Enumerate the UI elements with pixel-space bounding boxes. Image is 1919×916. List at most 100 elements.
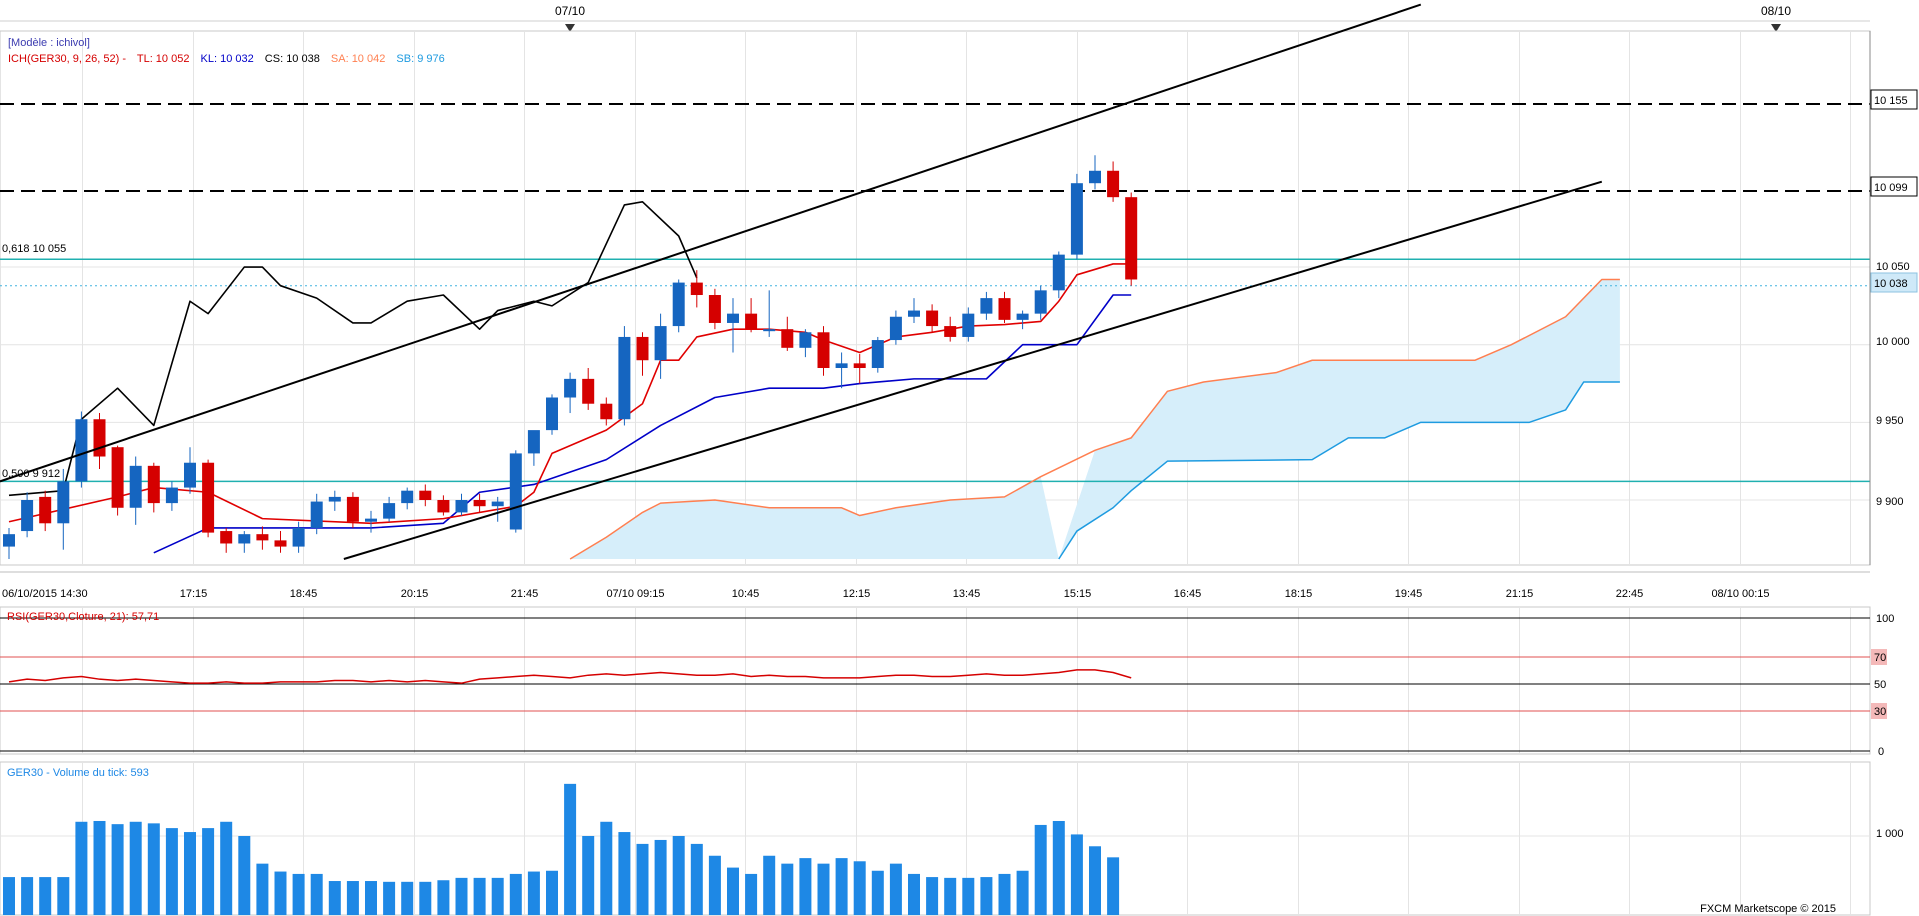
candle-bullish bbox=[799, 332, 812, 348]
volume-bar bbox=[926, 877, 939, 915]
candle-bullish bbox=[672, 282, 685, 327]
candle-bearish bbox=[636, 336, 649, 361]
candle-bearish bbox=[419, 490, 432, 500]
candle-bullish bbox=[238, 534, 251, 544]
senkou-a-line bbox=[569, 278, 1620, 560]
volume-bar bbox=[600, 821, 613, 915]
rsi-line bbox=[8, 669, 1132, 684]
rsi-title: RSI(GER30,Cloture, 21): 57,71 bbox=[7, 611, 159, 623]
volume-title: GER30 - Volume du tick: 593 bbox=[7, 767, 149, 779]
time-axis-label: 17:15 bbox=[180, 588, 208, 600]
top-axis-marker-0710-arrow-icon bbox=[565, 24, 575, 32]
price-tag-r1: 10 155 bbox=[1874, 95, 1908, 107]
volume-bar bbox=[582, 836, 595, 915]
volume-bar bbox=[129, 821, 142, 915]
time-axis-label: 13:45 bbox=[953, 588, 981, 600]
volume-bar bbox=[365, 881, 377, 915]
ichimoku-legend: ICH(GER30, 9, 26, 52) - TL: 10 052 KL: 1… bbox=[8, 53, 445, 65]
model-label: [Modèle : ichivol] bbox=[8, 37, 90, 49]
volume-bar bbox=[473, 877, 486, 915]
volume-bar bbox=[93, 820, 106, 915]
candle-bearish bbox=[274, 540, 287, 547]
candle-bullish bbox=[871, 340, 884, 368]
price-tag-current: 10 038 bbox=[1874, 278, 1908, 290]
candle-bearish bbox=[853, 363, 866, 368]
candle-bearish bbox=[39, 496, 52, 524]
candle-bullish bbox=[57, 481, 70, 524]
candle-bearish bbox=[690, 282, 703, 296]
candle-bullish bbox=[292, 527, 305, 547]
volume-bar bbox=[998, 873, 1011, 915]
volume-bar bbox=[799, 858, 812, 915]
time-axis-label: 15:15 bbox=[1064, 588, 1092, 600]
volume-bar bbox=[1052, 820, 1065, 915]
candle-bullish bbox=[383, 503, 396, 519]
candle-bullish bbox=[962, 313, 975, 337]
top-time-axis: 07/10 08/10 bbox=[0, 4, 1870, 32]
price-panel[interactable] bbox=[0, 3, 1871, 566]
volume-panel[interactable]: GER30 - Volume du tick: 593 1 000 FXCM M… bbox=[0, 761, 1904, 916]
volume-bar bbox=[546, 870, 558, 915]
candle-bullish bbox=[1016, 313, 1029, 320]
volume-bar bbox=[527, 871, 540, 915]
volume-bar bbox=[1016, 870, 1029, 915]
candle-bullish bbox=[491, 501, 504, 507]
ichimoku-prefix: ICH(GER30, 9, 26, 52) - bbox=[8, 53, 126, 65]
legend-kijun: KL: 10 032 bbox=[201, 53, 254, 65]
candle-bearish bbox=[147, 465, 160, 504]
volume-bar bbox=[491, 877, 504, 915]
candle-bullish bbox=[835, 363, 848, 368]
volume-bar bbox=[75, 821, 88, 915]
volume-bar bbox=[165, 828, 178, 915]
volume-bar bbox=[564, 783, 577, 915]
candle-bullish bbox=[727, 313, 739, 323]
price-tag-r1-box bbox=[1870, 89, 1918, 110]
time-axis-label: 08/10 00:15 bbox=[1711, 588, 1769, 600]
volume-bar bbox=[383, 881, 396, 915]
candle-bearish bbox=[926, 310, 939, 327]
price-tag-r2: 10 099 bbox=[1874, 182, 1908, 194]
candle-bearish bbox=[111, 447, 124, 508]
time-axis-label: 16:45 bbox=[1174, 588, 1202, 600]
candle-bearish bbox=[781, 329, 794, 348]
trendlines[interactable] bbox=[0, 3, 1603, 560]
volume-bar bbox=[147, 823, 160, 915]
candle-bearish bbox=[708, 295, 721, 323]
candle-bullish bbox=[1034, 290, 1047, 314]
volume-bar bbox=[238, 836, 251, 915]
ichimoku-cloud bbox=[570, 279, 1620, 560]
price-tick-9950: 9 950 bbox=[1876, 415, 1904, 427]
top-axis-marker-0810-arrow-icon bbox=[1771, 24, 1781, 32]
volume-bar bbox=[781, 863, 794, 915]
indicator-lines bbox=[8, 201, 1620, 560]
cloud-area-lower bbox=[570, 476, 1059, 560]
candlesticks bbox=[3, 155, 1138, 560]
candle-bearish bbox=[1107, 170, 1120, 198]
volume-bar bbox=[944, 877, 957, 915]
rsi-axis-30: 30 bbox=[1874, 706, 1886, 718]
price-axis: 10 050 10 000 9 950 9 900 10 155 10 099 … bbox=[1869, 31, 1918, 565]
candle-bearish bbox=[93, 419, 106, 457]
senkou-b-line bbox=[1058, 381, 1620, 560]
candle-bullish bbox=[908, 310, 920, 317]
volume-bar bbox=[111, 824, 124, 915]
volume-bar bbox=[437, 880, 450, 915]
price-tick-10050: 10 050 bbox=[1876, 261, 1910, 273]
time-axis-label: 12:15 bbox=[843, 588, 871, 600]
volume-bar bbox=[672, 836, 685, 915]
volume-bar bbox=[220, 821, 233, 915]
cloud-area-upper bbox=[1058, 279, 1620, 560]
rsi-axis-50: 50 bbox=[1874, 679, 1886, 691]
candle-bullish bbox=[618, 336, 631, 420]
time-axis-label: 18:15 bbox=[1285, 588, 1313, 600]
candle-bullish bbox=[1089, 170, 1101, 184]
candle-bearish bbox=[202, 462, 215, 533]
candle-bullish bbox=[654, 326, 667, 361]
rsi-panel[interactable]: RSI(GER30,Cloture, 21): 57,71 100 70 50 … bbox=[0, 606, 1894, 758]
candle-bullish bbox=[1070, 183, 1083, 255]
time-axis-label: 10:45 bbox=[732, 588, 760, 600]
price-tag-current-box bbox=[1870, 272, 1918, 293]
candle-bullish bbox=[165, 487, 178, 504]
time-axis-label: 18:45 bbox=[290, 588, 318, 600]
candle-bullish bbox=[980, 298, 993, 314]
